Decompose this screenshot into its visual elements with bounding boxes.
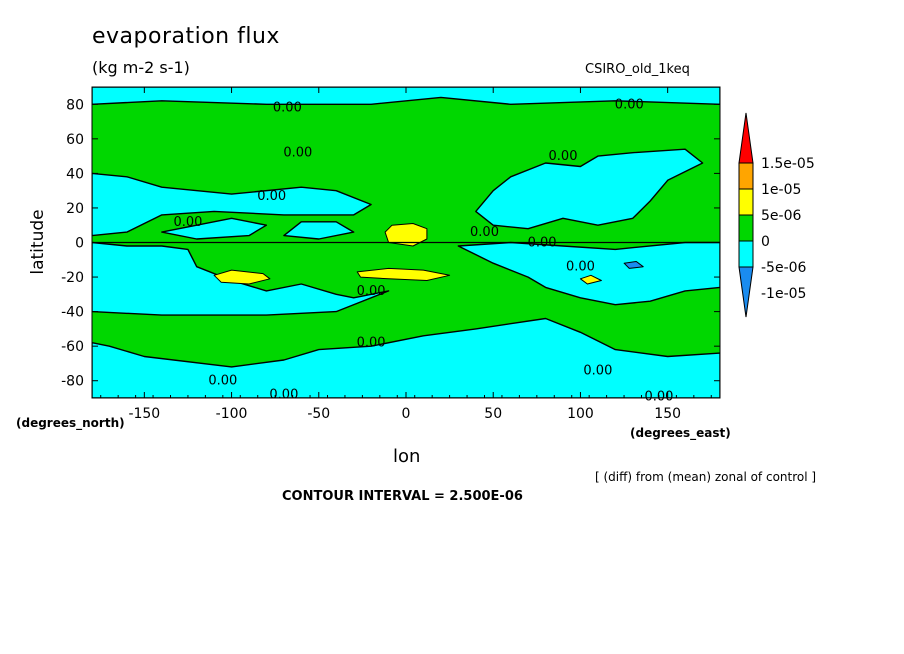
contour-label: 0.00	[273, 101, 302, 116]
contour-label: 0.00	[528, 236, 557, 251]
chart-title: evaporation flux	[92, 24, 280, 49]
contour-region-neg	[92, 241, 390, 316]
colorbar-label: 1.5e-05	[761, 156, 815, 172]
colorbar-swatch	[738, 214, 754, 242]
run-label: CSIRO_old_1keq	[585, 62, 690, 77]
contour-label: 0.00	[583, 363, 612, 378]
colorbar-label: 5e-06	[761, 208, 801, 224]
colorbar-label: 1e-05	[761, 182, 801, 198]
y-tick-label: -80	[61, 374, 84, 390]
contour-label: 0.00	[566, 260, 595, 275]
contour-region-neg	[457, 241, 720, 306]
x-tick-label: 50	[484, 406, 502, 422]
contour-region-neg2	[623, 261, 644, 269]
contour-region-neg	[161, 217, 268, 240]
contour-label: 0.00	[615, 97, 644, 112]
contour-label: 0.00	[208, 374, 237, 389]
x-tick-label: -50	[307, 406, 330, 422]
contour-region-neg	[92, 87, 720, 106]
contour-label: 0.00	[357, 336, 386, 351]
x-axis-units: (degrees_east)	[630, 426, 731, 440]
x-tick-label: 0	[402, 406, 411, 422]
colorbar-label: -1e-05	[761, 286, 806, 302]
colorbar-label: 0	[761, 234, 770, 250]
y-tick-label: 80	[66, 97, 84, 113]
y-tick-label: -20	[61, 270, 84, 286]
x-tick-label: -150	[128, 406, 160, 422]
x-tick-label: -100	[216, 406, 248, 422]
y-axis-units: (degrees_north)	[16, 416, 125, 430]
contour-label: 0.00	[357, 284, 386, 299]
contour-label: 0.00	[283, 146, 312, 161]
contour-region-pos	[213, 269, 271, 285]
colorbar-swatch	[738, 162, 754, 190]
contour-regions	[92, 87, 720, 398]
y-tick-label: 40	[66, 166, 84, 182]
contour-region-neg	[283, 221, 355, 240]
colorbar-bottom-arrow	[738, 266, 754, 318]
y-tick-label: -60	[61, 339, 84, 355]
y-tick-label: 60	[66, 132, 84, 148]
y-tick-label: 0	[75, 236, 84, 252]
contour-label: 0.00	[470, 225, 499, 240]
chart-units: (kg m-2 s-1)	[92, 58, 190, 77]
contour-label: 0.00	[549, 149, 578, 164]
contour-region-neg	[475, 148, 704, 230]
contour-region-pos	[579, 274, 602, 285]
x-axis-label: lon	[393, 446, 421, 467]
contour-region-pos	[356, 267, 451, 281]
colorbar-label: -5e-06	[761, 260, 807, 276]
contour-region-neg	[92, 172, 372, 237]
colorbar-top-arrow	[738, 112, 754, 164]
contour-interval: CONTOUR INTERVAL = 2.500E-06	[282, 489, 523, 504]
difference-note: [ (diff) from (mean) zonal of control ]	[595, 470, 817, 484]
y-tick-label: -40	[61, 305, 84, 321]
colorbar-swatch	[738, 240, 754, 268]
contour-label: 0.00	[257, 189, 286, 204]
y-tick-label: 20	[66, 201, 84, 217]
x-tick-label: 100	[567, 406, 594, 422]
contour-region-neg	[92, 317, 720, 398]
contour-label: 0.00	[173, 215, 202, 230]
contour-label: 0.00	[269, 388, 298, 403]
colorbar-swatch	[738, 188, 754, 216]
x-tick-label: 150	[654, 406, 681, 422]
